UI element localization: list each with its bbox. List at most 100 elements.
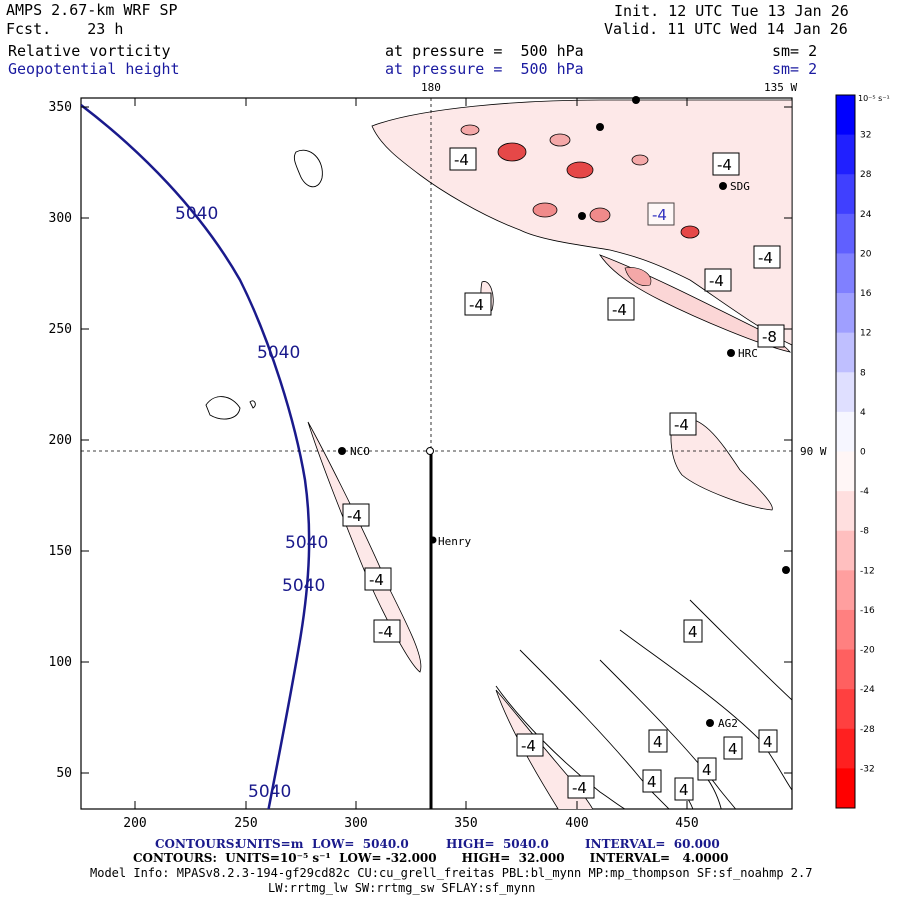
- station-label-hrc: HRC: [738, 347, 758, 360]
- station-dot-nco: [338, 447, 346, 455]
- field1-smoothing: sm= 2: [772, 42, 818, 60]
- height-label: 5040: [257, 343, 300, 363]
- field1-level: at pressure = 500 hPa: [385, 42, 584, 60]
- valid-time: Valid. 11 UTC Wed 14 Jan 26: [604, 20, 848, 38]
- colorbar-tick-label: 20: [860, 249, 872, 259]
- svg-text:-4: -4: [572, 779, 587, 797]
- contours1-high: HIGH= 5040.0: [446, 837, 549, 851]
- station-dot-henry: [429, 536, 437, 544]
- x-tick-label: 400: [565, 816, 588, 831]
- colorbar-unit: 10⁻⁵ s⁻¹: [858, 94, 890, 103]
- colorbar-cell: [836, 609, 855, 651]
- pos-label-box: 4: [674, 777, 694, 801]
- colorbar-cell: [836, 530, 855, 571]
- vort-label-box: -4: [364, 567, 392, 591]
- strong-vorticity-blobs: [460, 124, 700, 239]
- colorbar-cell: [836, 293, 855, 334]
- station-dot-ne2: [578, 212, 586, 220]
- station-label-sdg: SDG: [730, 180, 750, 193]
- vort-label-box: -4: [669, 412, 697, 436]
- svg-text:4: 4: [763, 733, 773, 751]
- colorbar-tick-label: -32: [860, 764, 875, 774]
- colorbar-tick-label: 28: [860, 170, 872, 180]
- vort-label-box: -4: [342, 503, 370, 527]
- colorbar-tick-label: -8: [860, 527, 869, 537]
- svg-text:-4: -4: [521, 737, 536, 755]
- contours1-interval: INTERVAL= 60.000: [585, 837, 720, 851]
- vort-label-box: -4: [647, 202, 675, 226]
- contours2-summary: CONTOURS: UNITS=10⁻⁵ s⁻¹ LOW= -32.000 HI…: [133, 851, 729, 865]
- colorbar-cell: [836, 689, 855, 730]
- init-time: Init. 12 UTC Tue 13 Jan 26: [614, 2, 849, 20]
- pos-label-box: 4: [648, 729, 668, 753]
- svg-text:-4: -4: [674, 416, 689, 434]
- svg-text:-4: -4: [378, 623, 393, 641]
- contours1-label: CONTOURS:: [155, 837, 239, 851]
- svg-text:-4: -4: [347, 507, 362, 525]
- positive-vorticity-labels: 4 4 4 4 4 4 4: [642, 619, 778, 801]
- colorbar-tick-label: 16: [860, 289, 872, 299]
- colorbar-cell: [836, 570, 855, 611]
- lon-label-135w: 135 W: [764, 81, 797, 94]
- colorbar-tick-label: 0: [860, 448, 866, 458]
- vort-label-box: -4: [464, 292, 492, 316]
- station-label-ag2: AG2: [718, 717, 738, 730]
- negative-vorticity-shading: [307, 99, 792, 809]
- colorbar-cell: [836, 491, 855, 532]
- colorbar-tick-label: -20: [860, 646, 875, 656]
- vorticity-labels: -4 -4 -4 -4 -4 -4 -8 -4 -4 -4 -4 -4 -4 -…: [342, 147, 785, 799]
- x-tick-label: 450: [675, 816, 698, 831]
- colorbar-tick-label: -16: [860, 606, 875, 616]
- svg-text:4: 4: [702, 761, 712, 779]
- lon-label-90w: 90 W: [800, 445, 827, 458]
- x-tick-label: 200: [123, 816, 146, 831]
- colorbar-cell: [836, 411, 855, 452]
- y-tick-label: 250: [49, 322, 72, 337]
- lon-label-180: 180: [421, 81, 441, 94]
- colorbar-cell: [836, 728, 855, 769]
- svg-text:4: 4: [647, 773, 657, 791]
- station-markers: [338, 96, 790, 727]
- colorbar-tick-label: -4: [860, 487, 869, 497]
- vort-label-box: -4: [373, 619, 401, 643]
- colorbar-cell: [836, 372, 855, 413]
- pos-label-box: 4: [683, 619, 703, 643]
- svg-text:-4: -4: [454, 151, 469, 169]
- contours1-units: UNITS=m: [236, 837, 304, 851]
- colorbar: [835, 94, 856, 809]
- colorbar-tick-label: -12: [860, 566, 875, 576]
- vort-label-box: -8: [757, 324, 785, 348]
- vort-label-box: -4: [607, 297, 635, 321]
- vort-label-box: -4: [753, 245, 781, 269]
- svg-text:-8: -8: [762, 328, 777, 346]
- colorbar-cell: [836, 213, 855, 254]
- colorbar-tick-label: 4: [860, 408, 866, 418]
- svg-text:-4: -4: [612, 301, 627, 319]
- colorbar-tick-label: 24: [860, 210, 872, 220]
- y-tick-label: 350: [49, 100, 72, 115]
- y-tick-label: 200: [49, 433, 72, 448]
- vort-label-box: -4: [516, 733, 544, 757]
- height-label: 5040: [285, 533, 328, 553]
- colorbar-cell: [836, 95, 855, 136]
- contours1-low: LOW= 5040.0: [312, 837, 409, 851]
- colorbar-cell: [836, 332, 855, 373]
- svg-text:-4: -4: [758, 249, 773, 267]
- y-tick-label: 100: [49, 655, 72, 670]
- colorbar-tick-label: -28: [860, 725, 875, 735]
- axis-ticks: [81, 98, 792, 809]
- colorbar-tick-label: -24: [860, 685, 875, 695]
- colorbar-tick-label: 32: [860, 131, 871, 141]
- x-tick-label: 300: [344, 816, 367, 831]
- svg-text:4: 4: [653, 733, 663, 751]
- field2-name: Geopotential height: [8, 60, 180, 78]
- pos-label-box: 4: [697, 757, 717, 781]
- svg-text:-4: -4: [709, 272, 724, 290]
- colorbar-cell: [836, 768, 855, 809]
- pos-label-box: 4: [642, 769, 662, 793]
- colorbar-tick-label: 12: [860, 329, 871, 339]
- station-label-nco: NCO: [350, 445, 370, 458]
- pole-marker: [426, 447, 434, 455]
- station-dot-sdg: [719, 182, 727, 190]
- svg-text:-4: -4: [652, 206, 667, 224]
